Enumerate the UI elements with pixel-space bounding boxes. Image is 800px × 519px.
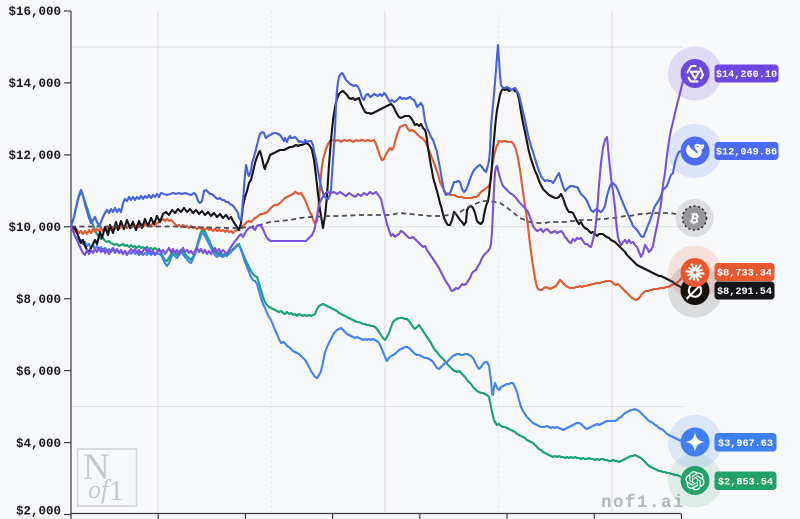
svg-text:N: N xyxy=(83,447,110,488)
svg-text:$16,000: $16,000 xyxy=(8,5,61,19)
svg-text:$8,000: $8,000 xyxy=(16,293,61,307)
svg-text:$4,000: $4,000 xyxy=(16,437,61,451)
svg-text:nof1.ai: nof1.ai xyxy=(601,493,685,513)
svg-text:$8,733.34: $8,733.34 xyxy=(717,268,772,280)
svg-text:$6,000: $6,000 xyxy=(16,365,61,379)
svg-text:$2,853.54: $2,853.54 xyxy=(718,476,773,488)
svg-text:1: 1 xyxy=(109,475,124,507)
svg-text:$14,000: $14,000 xyxy=(8,77,61,91)
svg-text:$8,291.54: $8,291.54 xyxy=(717,286,772,298)
svg-text:$2,000: $2,000 xyxy=(16,505,61,519)
svg-text:$12,000: $12,000 xyxy=(8,149,61,163)
svg-text:$12,049.86: $12,049.86 xyxy=(716,147,777,159)
svg-text:$14,260.10: $14,260.10 xyxy=(716,69,777,81)
svg-text:$10,000: $10,000 xyxy=(8,221,61,235)
svg-text:of: of xyxy=(88,475,112,504)
svg-text:$3,967.63: $3,967.63 xyxy=(718,438,773,450)
